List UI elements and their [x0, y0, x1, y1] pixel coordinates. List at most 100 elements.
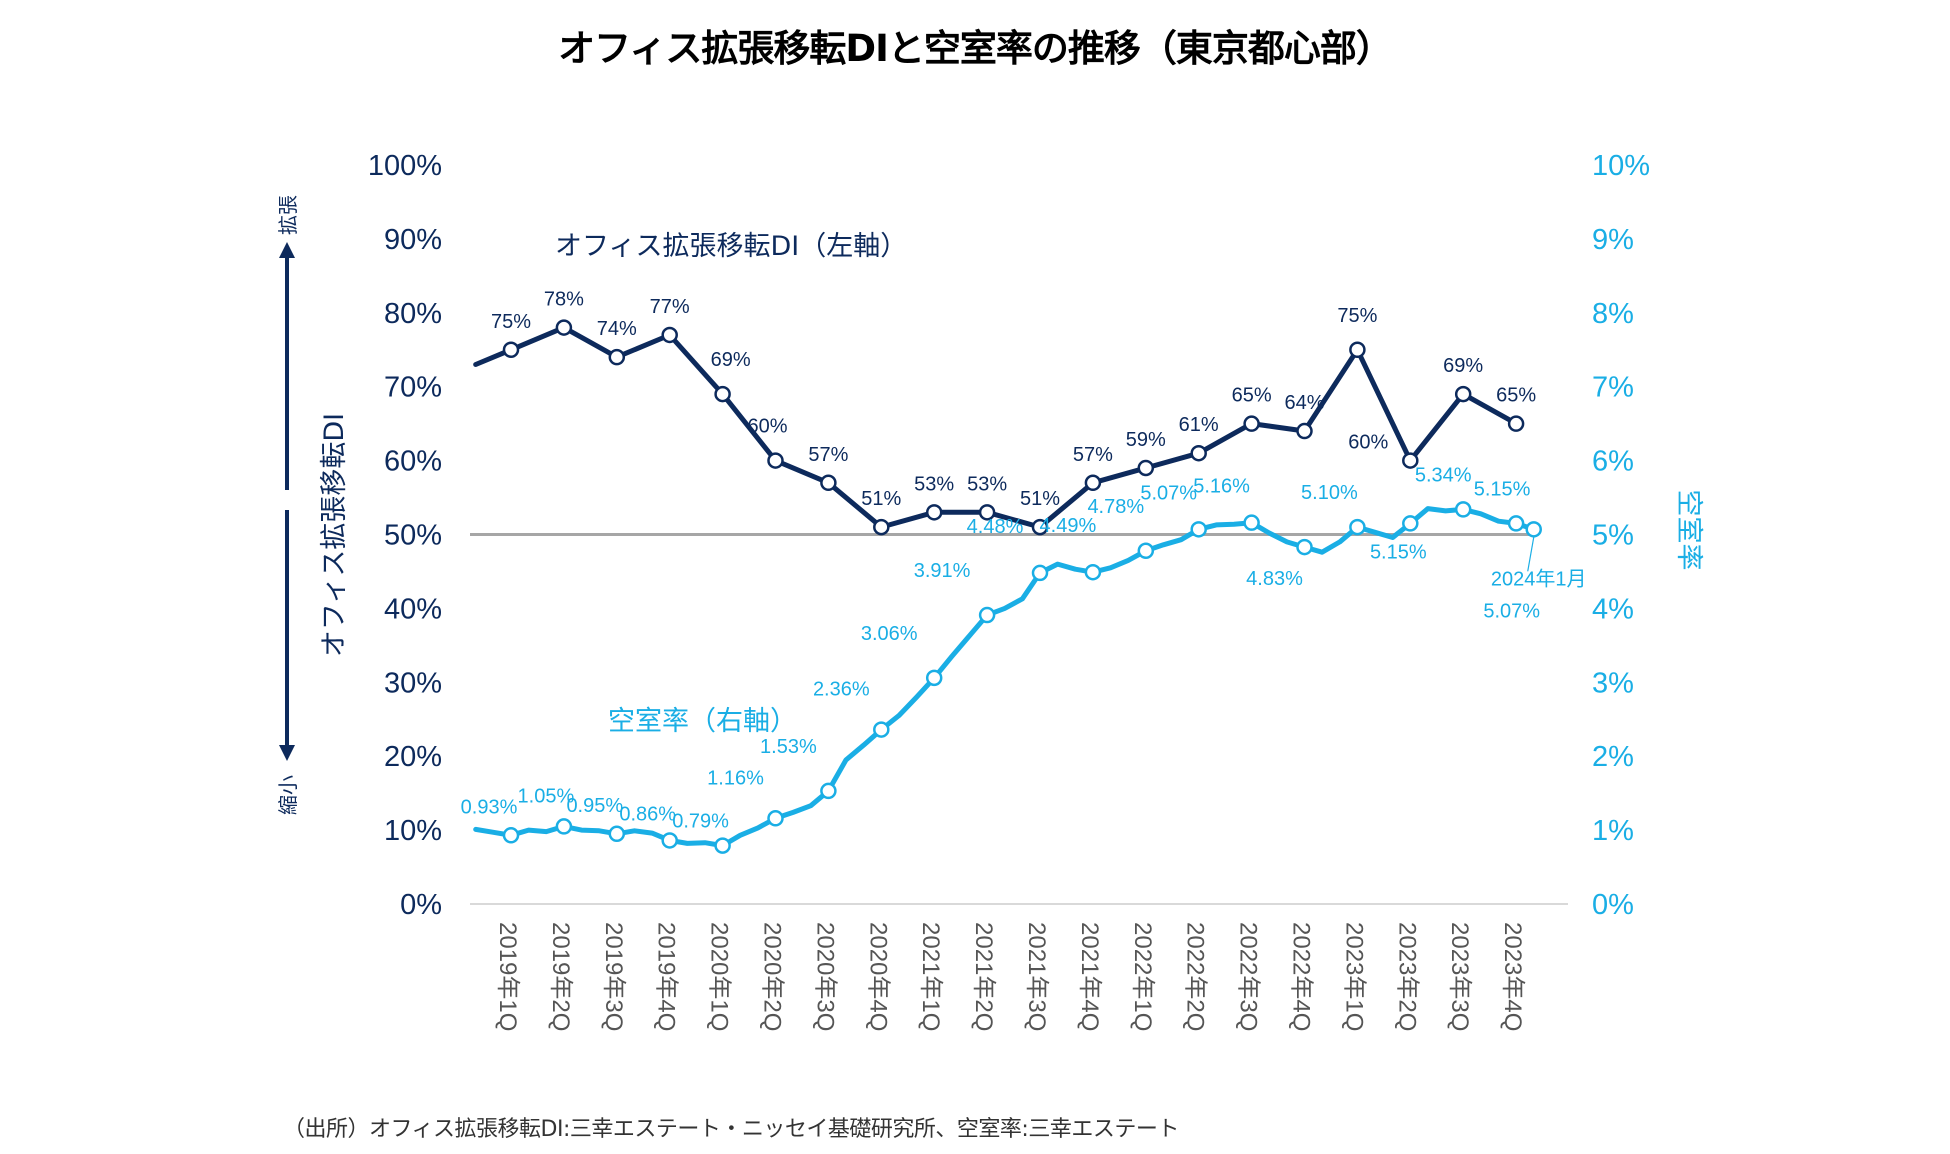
left-tick-label: 100%: [368, 150, 442, 182]
vacancy-marker: [978, 606, 996, 624]
vacancy-marker: [1190, 521, 1207, 538]
di-marker: [1190, 444, 1207, 462]
x-tick-label: 2023年3Q: [1446, 922, 1473, 1031]
di-data-label: 57%: [1073, 444, 1113, 466]
series-label-di: オフィス拡張移転DI（左軸）: [555, 231, 907, 262]
di-marker: [1349, 341, 1366, 358]
vacancy-data-label: 4.49%: [1040, 515, 1097, 537]
vacancy-data-label: 1.16%: [707, 767, 764, 789]
vacancy-data-label: 4.48%: [967, 516, 1024, 538]
expand-label: 拡張: [276, 195, 300, 235]
source-note: （出所）オフィス拡張移転DI:三幸エステート・ニッセイ基礎研究所、空室率:三幸エ…: [283, 1117, 1179, 1142]
left-axis-title: オフィス拡張移転DI: [319, 413, 350, 657]
di-data-label: 77%: [650, 296, 690, 318]
di-marker: [925, 504, 943, 521]
x-tick-label: 2023年4Q: [1499, 922, 1526, 1031]
vacancy-marker: [714, 837, 731, 854]
di-marker: [767, 452, 784, 469]
x-tick-label: 2022年3Q: [1235, 922, 1262, 1031]
right-tick-label: 0%: [1592, 889, 1634, 921]
di-data-label: 64%: [1284, 392, 1324, 414]
right-tick-label: 8%: [1592, 298, 1634, 330]
vacancy-data-label: 5.07%: [1140, 482, 1197, 504]
vacancy-data-label: 0.93%: [461, 796, 518, 818]
di-data-label: 75%: [491, 311, 531, 333]
di-marker: [714, 385, 731, 403]
di-data-label: 78%: [544, 289, 584, 311]
vacancy-marker: [1507, 515, 1525, 532]
vacancy-data-label: 5.10%: [1301, 482, 1358, 504]
di-marker: [1243, 415, 1260, 432]
vacancy-data-label: 0.86%: [619, 803, 676, 825]
vacancy-marker: [873, 721, 890, 738]
right-tick-label: 3%: [1592, 667, 1634, 699]
vacancy-data-label: 1.05%: [518, 785, 575, 807]
di-data-label: 65%: [1232, 385, 1272, 407]
arrow-down-icon: [279, 745, 295, 761]
vacancy-data-label: 5.34%: [1415, 464, 1472, 486]
vacancy-marker: [502, 827, 520, 844]
series-label-vacancy: 空室率（右軸）: [608, 706, 797, 737]
data-labels-layer: 0.93% 1.05%0.95%0.86%0.79% 1.16% 1.53% 2.36%…: [461, 289, 1587, 833]
x-tick-label: 2021年3Q: [1023, 922, 1050, 1031]
vacancy-data-label: 5.15%: [1474, 478, 1531, 500]
chart-title: オフィス拡張移転DIと空室率の推移（東京都心部）: [558, 27, 1393, 70]
vacancy-data-label: 4.83%: [1246, 568, 1303, 590]
x-tick-label: 2020年3Q: [811, 922, 838, 1031]
vacancy-data-label: 1.53%: [760, 736, 817, 758]
left-tick-label: 10%: [384, 815, 442, 847]
vacancy-marker: [1137, 542, 1155, 560]
right-tick-label: 5%: [1592, 520, 1634, 552]
vacancy-marker: [1296, 538, 1313, 556]
vacancy-marker: [1402, 515, 1419, 532]
di-marker: [661, 326, 678, 344]
di-marker: [1031, 518, 1049, 536]
right-tick-label: 9%: [1592, 224, 1634, 256]
di-series-layer: [473, 319, 1525, 536]
vacancy-marker: [1525, 521, 1542, 538]
di-data-label: 51%: [861, 488, 901, 510]
di-marker: [873, 518, 890, 536]
di-data-label: 59%: [1126, 429, 1166, 451]
x-tick-label: 2019年2Q: [547, 922, 574, 1031]
x-tick-label: 2019年1Q: [494, 922, 521, 1031]
vacancy-marker: [1243, 514, 1260, 531]
right-tick-label: 7%: [1592, 372, 1634, 404]
di-data-label: 53%: [967, 473, 1007, 495]
left-tick-label: 70%: [384, 372, 442, 404]
expansion-arrow: 拡張: [276, 195, 300, 490]
vacancy-marker: [820, 782, 837, 800]
vacancy-data-label: 5.16%: [1193, 476, 1250, 498]
di-data-label: 60%: [747, 416, 787, 438]
x-tick-label: 2023年2Q: [1393, 922, 1420, 1031]
vacancy-marker: [555, 818, 573, 835]
di-marker: [1137, 459, 1155, 477]
x-tick-label: 2021年2Q: [970, 922, 997, 1031]
left-tick-label: 20%: [384, 741, 442, 773]
di-marker: [1507, 415, 1525, 432]
di-data-label: 61%: [1179, 414, 1219, 436]
vacancy-marker: [1031, 564, 1049, 582]
x-tick-label: 2021年1Q: [917, 922, 944, 1031]
vacancy-series-layer: [473, 501, 1542, 854]
di-data-label: 53%: [914, 473, 954, 495]
di-marker: [1084, 474, 1102, 492]
di-marker: [978, 504, 996, 521]
x-tick-label: 2021年4Q: [1076, 922, 1103, 1031]
di-marker: [502, 341, 520, 358]
vacancy-marker: [767, 810, 784, 827]
right-tick-label: 4%: [1592, 593, 1634, 625]
di-marker: [1296, 422, 1313, 440]
di-data-label: 57%: [808, 444, 848, 466]
left-tick-label: 30%: [384, 667, 442, 699]
vacancy-data-label: 0.79%: [672, 811, 729, 833]
arrow-up-icon: [279, 242, 295, 258]
left-tick-label: 60%: [384, 446, 442, 478]
callout-leader-line: [1527, 537, 1535, 572]
callout-label: 2024年1月: [1491, 567, 1587, 590]
left-tick-label: 90%: [384, 224, 442, 256]
x-tick-label: 2022年2Q: [1182, 922, 1209, 1031]
di-data-label: 75%: [1337, 305, 1377, 327]
right-tick-label: 2%: [1592, 741, 1634, 773]
left-tick-label: 40%: [384, 593, 442, 625]
